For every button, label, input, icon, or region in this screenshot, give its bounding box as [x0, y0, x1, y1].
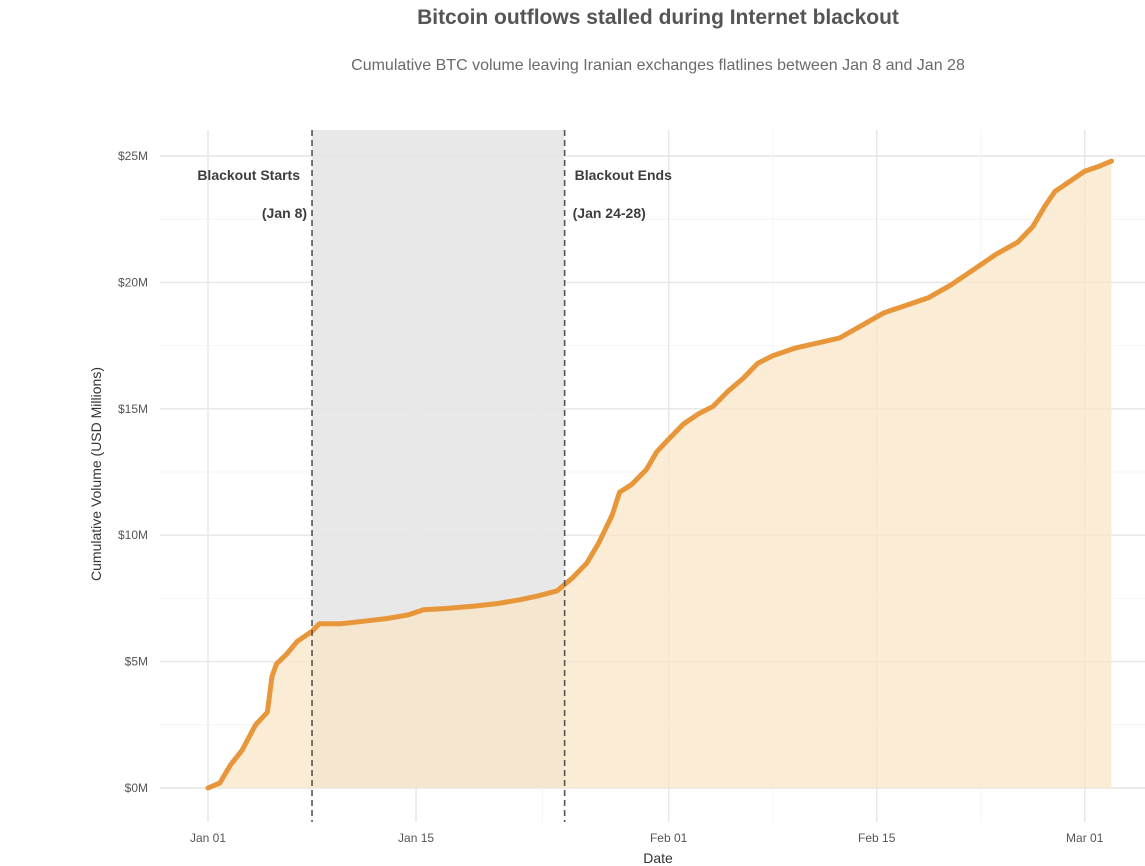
x-tick-label: Mar 01 [1066, 831, 1104, 845]
annotations: Blackout Starts (Jan 8) Blackout Ends (Jan … [197, 167, 672, 221]
x-axis-title: Date [643, 850, 673, 866]
x-tick-label: Jan 15 [398, 831, 434, 845]
annotation-title: Blackout Ends [575, 167, 672, 183]
y-tick-label: $20M [118, 275, 148, 289]
chart-title: Bitcoin outflows stalled during Internet… [417, 6, 899, 29]
cumulative-area-fill [208, 161, 1112, 789]
y-tick-label: $15M [118, 402, 148, 416]
y-tick-label: $25M [118, 149, 148, 163]
x-axis-ticks: Jan 01 Jan 15 Feb 01 Feb 15 Mar 01 [190, 831, 1104, 845]
x-tick-label: Feb 15 [858, 831, 896, 845]
blackout-marker-lines [311, 130, 566, 822]
y-tick-label: $5M [125, 655, 148, 669]
annotation-title: Blackout Starts [197, 167, 300, 183]
cumulative-volume-line [205, 158, 1114, 791]
y-axis-ticks: $0M $5M $10M $15M $20M $25M [118, 149, 148, 795]
annotation-date: (Jan 8) [262, 205, 307, 221]
chart-subtitle: Cumulative BTC volume leaving Iranian ex… [351, 57, 965, 74]
y-axis-title: Cumulative Volume (USD Millions) [88, 367, 104, 581]
x-tick-label: Jan 01 [190, 831, 226, 845]
x-tick-label: Feb 01 [650, 831, 688, 845]
y-tick-label: $10M [118, 528, 148, 542]
y-tick-label: $0M [125, 781, 148, 795]
annotation-date: (Jan 24-28) [573, 205, 646, 221]
